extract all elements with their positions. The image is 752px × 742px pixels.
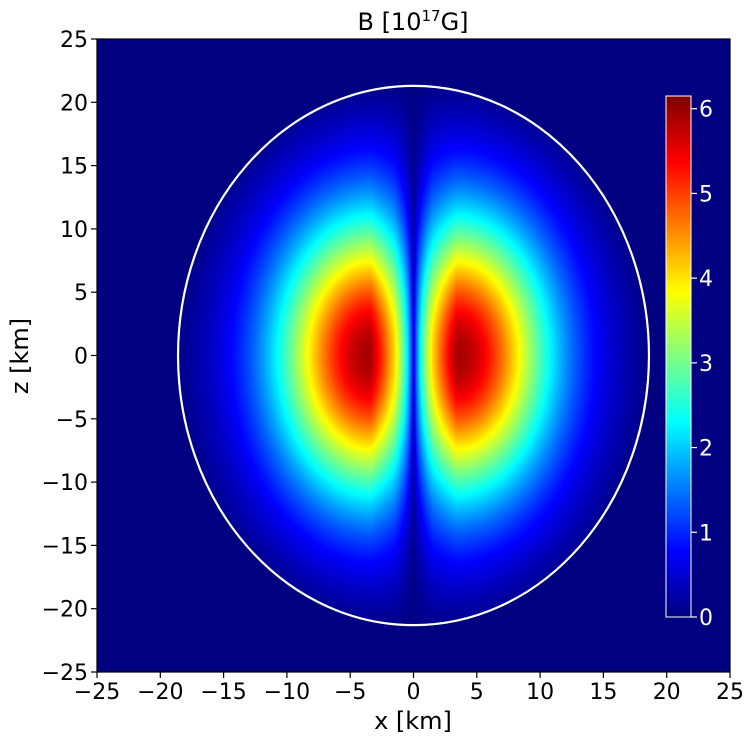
x-axis: −25 −20 −15 −10 −5 0 5 10 15 20 25 xyxy=(74,672,744,705)
chart-title: B [1017G] xyxy=(357,7,468,36)
x-tick-label: −10 xyxy=(264,680,310,705)
x-tick-label: 15 xyxy=(589,680,617,705)
chart-title-tail: G] xyxy=(441,8,469,36)
x-tick-label: −5 xyxy=(334,680,366,705)
y-tick-label: 15 xyxy=(60,155,88,180)
colorbar-tick-label: 0 xyxy=(699,606,713,631)
x-axis-label: x [km] xyxy=(374,707,452,735)
colorbar-tick-label: 6 xyxy=(699,98,713,123)
colorbar-tick-label: 3 xyxy=(699,352,713,377)
x-tick-label: 25 xyxy=(716,680,744,705)
colorbar: 0 1 2 3 4 5 6 xyxy=(665,95,713,631)
colorbar-tick-label: 4 xyxy=(699,267,713,292)
chart-title-exponent: 17 xyxy=(421,7,440,25)
x-tick-label: −20 xyxy=(137,680,183,705)
x-tick-label: −25 xyxy=(74,680,120,705)
x-tick-label: −15 xyxy=(200,680,246,705)
y-tick-label: −15 xyxy=(42,534,88,559)
y-tick-label: −20 xyxy=(42,598,88,623)
y-tick-label: 10 xyxy=(60,218,88,243)
field-heatmap xyxy=(97,39,730,672)
y-tick-label: −10 xyxy=(42,471,88,496)
x-tick-label: 10 xyxy=(526,680,554,705)
colorbar-tick-label: 2 xyxy=(699,437,713,462)
y-tick-label: 25 xyxy=(60,28,88,53)
colorbar-gradient xyxy=(666,96,691,617)
chart-title-main: B [10 xyxy=(357,8,421,36)
colorbar-tick-label: 1 xyxy=(699,521,713,546)
plot-area xyxy=(96,38,731,673)
y-axis: 25 20 15 10 5 0 −5 −10 −15 −20 −25 xyxy=(42,28,97,686)
x-tick-label: 0 xyxy=(407,680,421,705)
x-tick-label: 5 xyxy=(470,680,484,705)
y-tick-label: 5 xyxy=(74,281,88,306)
y-tick-label: −5 xyxy=(56,408,88,433)
x-tick-label: 20 xyxy=(653,680,681,705)
colorbar-frame xyxy=(665,95,692,618)
colorbar-tick-label: 5 xyxy=(699,182,713,207)
y-axis-label: z [km] xyxy=(6,318,34,394)
y-tick-label: −25 xyxy=(42,661,88,686)
y-tick-label: 20 xyxy=(60,91,88,116)
y-tick-label: 0 xyxy=(74,345,88,370)
star-surface-contour xyxy=(176,84,651,627)
